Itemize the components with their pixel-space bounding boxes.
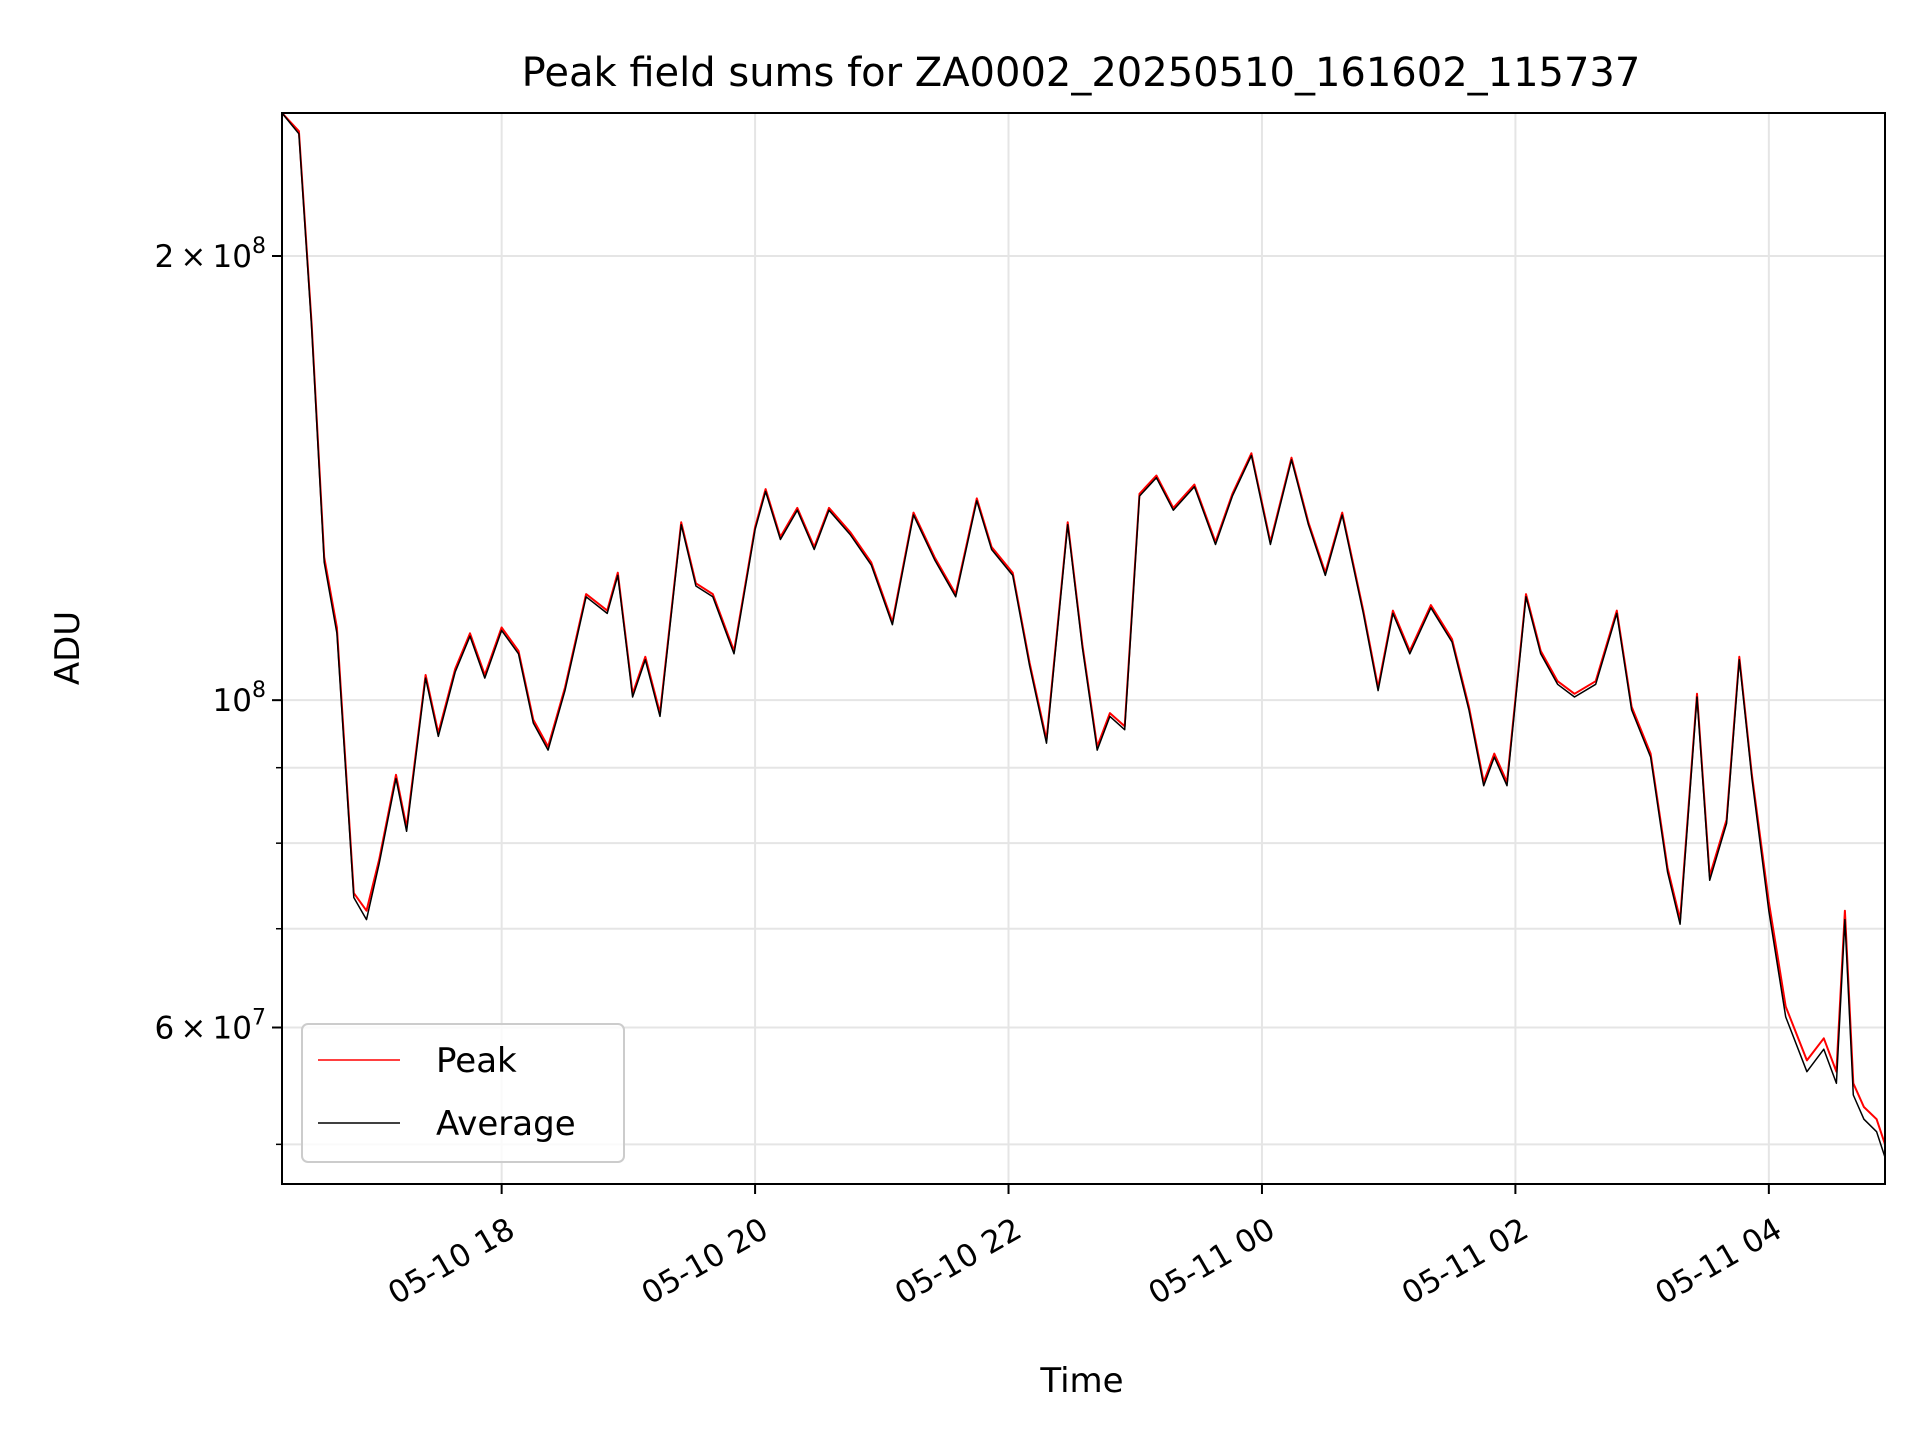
y-tick-label: 108 <box>213 678 266 719</box>
y-axis-label: ADU <box>48 611 88 685</box>
chart-title: Peak field sums for ZA0002_20250510_1616… <box>522 50 1641 96</box>
series-line-average <box>282 113 1885 1178</box>
x-axis-label: Time <box>1039 1361 1123 1401</box>
y-tick-label: 2 × 108 <box>154 234 266 275</box>
series-layer <box>282 113 1885 1178</box>
grid <box>282 113 1885 1184</box>
legend-label-average: Average <box>436 1104 576 1144</box>
y-tick-label: 6 × 107 <box>154 1006 266 1047</box>
legend: Peak Average <box>301 1023 625 1163</box>
legend-label-peak: Peak <box>436 1041 517 1081</box>
plot-frame <box>281 112 1886 1185</box>
y-axis-ticks: 6 × 107 108 2 × 108 <box>154 234 282 1146</box>
legend-box <box>301 1023 625 1163</box>
